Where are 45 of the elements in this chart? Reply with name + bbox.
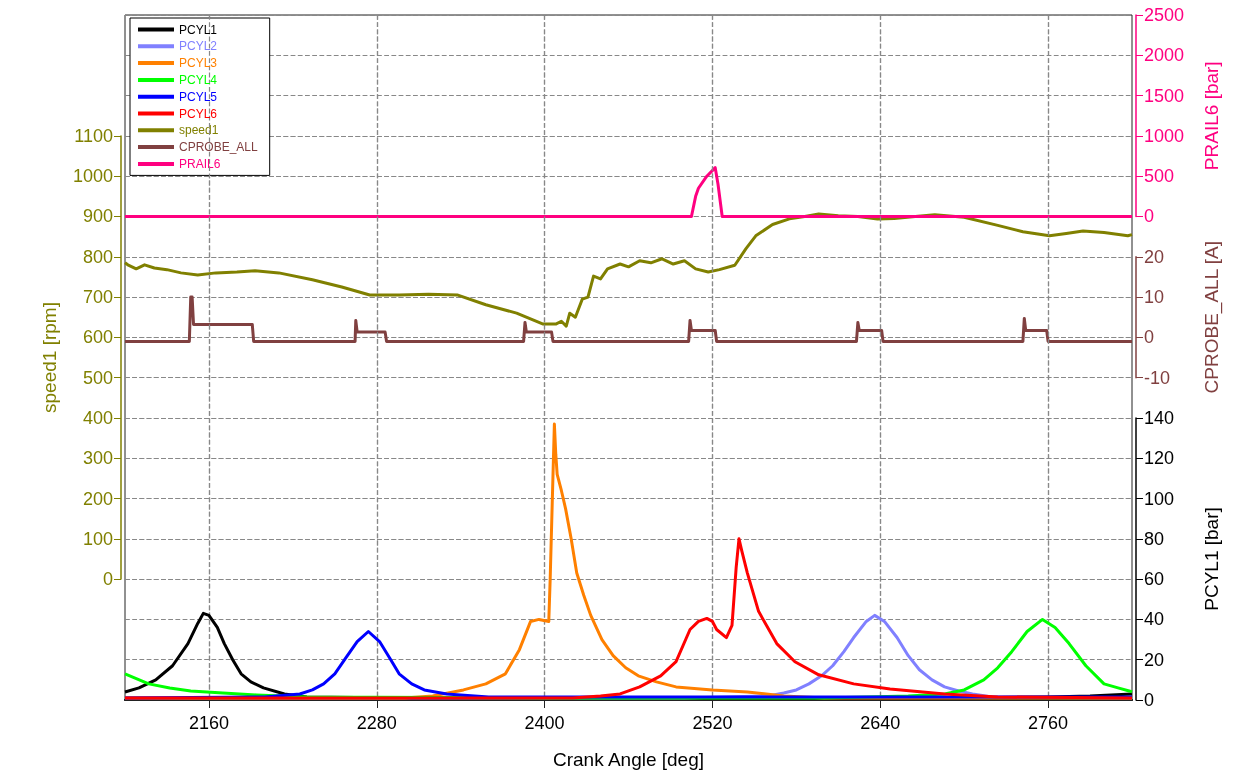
y-tick-label: 100: [1144, 488, 1175, 509]
y-tick-label: 0: [102, 569, 113, 590]
y2-tick-label: 2000: [1144, 45, 1185, 66]
legend-label: PCYL3: [179, 56, 218, 71]
x-tick-label: 2640: [860, 713, 901, 733]
y3-axis-title: CPROBE_ALL [A]: [1201, 240, 1223, 394]
x-tick-label: 2760: [1028, 713, 1069, 733]
legend-label: PCYL5: [179, 89, 218, 104]
y-tick-label: 120: [1144, 448, 1175, 469]
y-tick-label: 600: [82, 327, 113, 348]
y-tick-label: 300: [82, 448, 113, 469]
y-tick-label: 700: [82, 287, 113, 308]
y-tick-label: 20: [1144, 649, 1165, 670]
y2-tick-label: 2500: [1144, 5, 1185, 25]
y-axis-title: PCYL1 [bar]: [1201, 507, 1222, 611]
x-tick-label: 2400: [524, 713, 565, 733]
y-tick-label: 140: [1144, 407, 1175, 428]
legend-label: speed1: [179, 123, 219, 138]
x-tick-label: 2520: [692, 713, 733, 733]
y-tick-label: 900: [82, 206, 113, 227]
y2-axis-title: PRAIL6 [bar]: [1201, 61, 1222, 171]
x-axis-title: Crank Angle [deg]: [552, 749, 705, 770]
y-axis-title: speed1 [rpm]: [39, 302, 60, 413]
y-tick-label: 40: [1144, 609, 1165, 630]
y-tick-label: 1100: [74, 125, 113, 146]
legend-label: PCYL4: [179, 72, 218, 87]
y-tick-label: 400: [82, 407, 113, 428]
legend-label: PCYL6: [179, 106, 218, 121]
legend-label: PCYL2: [179, 39, 218, 54]
y-tick-label: 500: [82, 367, 113, 388]
y-tick-label: 80: [1144, 528, 1165, 549]
x-tick-label: 2160: [188, 713, 229, 733]
y3-tick-label: 10: [1144, 287, 1165, 308]
x-tick-label: 2280: [356, 713, 397, 733]
y2-tick-label: 1500: [1144, 85, 1185, 106]
legend-label: PRAIL6: [179, 156, 221, 171]
y-tick-label: 800: [82, 246, 113, 267]
y-tick-label: 0: [1144, 690, 1155, 710]
y-tick-label: 60: [1144, 569, 1165, 590]
y-tick-label: 100: [82, 528, 113, 549]
legend-label: PCYL1: [179, 22, 218, 37]
y-tick-label: 200: [82, 488, 113, 509]
y3-tick-label: -10: [1144, 367, 1171, 388]
y-tick-label: 1000: [72, 166, 113, 187]
legend-label: CPROBE_ALL: [179, 140, 259, 155]
